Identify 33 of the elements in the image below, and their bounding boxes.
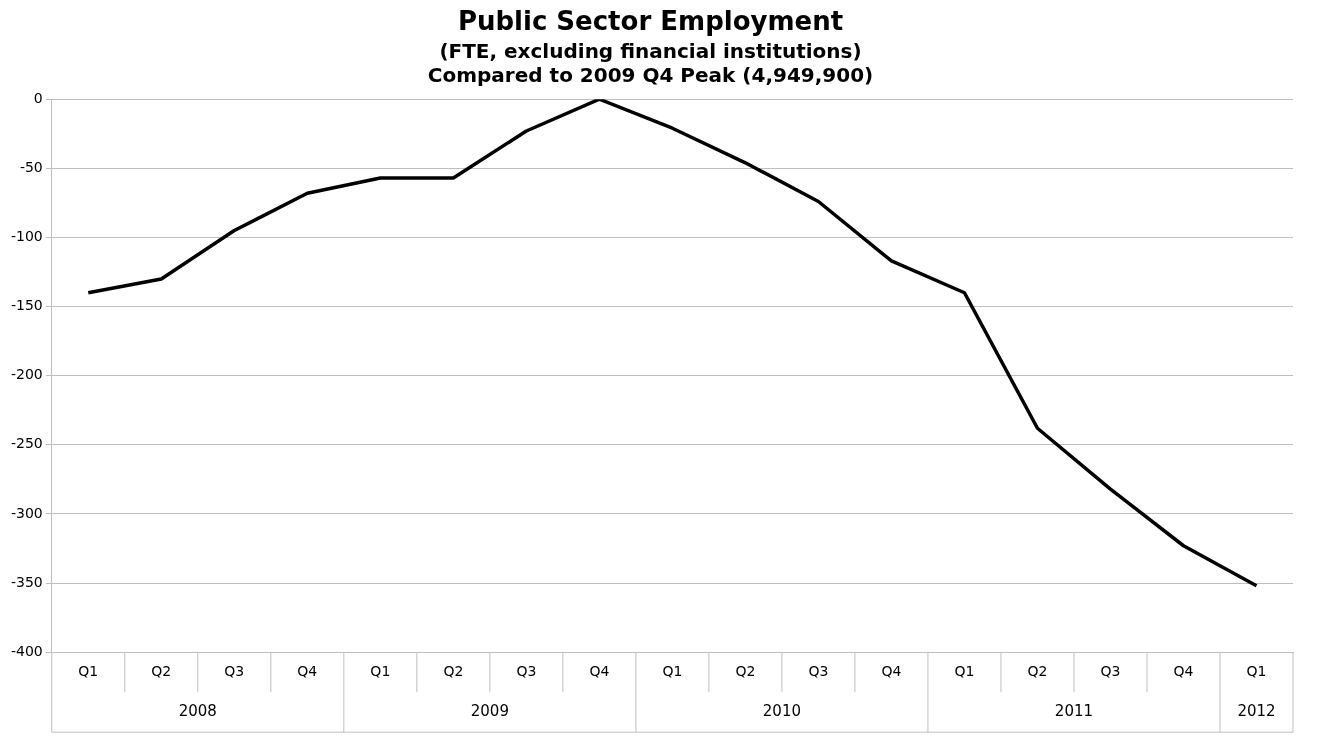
y-tick-label: -50 (19, 158, 43, 175)
x-tick-label: Q1 (78, 663, 99, 680)
x-tick-label: Q1 (954, 663, 975, 680)
x-tick-label: Q1 (1246, 663, 1267, 680)
x-tick-label: Q2 (443, 663, 464, 680)
x-tick-label: Q3 (808, 663, 829, 680)
x-tick-label: Q1 (662, 663, 683, 680)
x-tick-label: Q3 (516, 663, 537, 680)
x-tick-label: Q4 (589, 663, 610, 680)
x-tick-label: Q4 (881, 663, 902, 680)
x-tick-label: Q4 (1173, 663, 1194, 680)
x-tick-label: Q2 (735, 663, 756, 680)
y-tick-label: -350 (10, 573, 43, 590)
y-tick-label: 0 (33, 89, 43, 106)
y-tick-label: -200 (10, 366, 43, 383)
y-tick-label: -250 (10, 435, 43, 452)
y-tick-label: -100 (10, 228, 43, 245)
x-tick-label: Q3 (224, 663, 245, 680)
text: 2012 (1237, 702, 1276, 721)
y-tick-label: -300 (10, 504, 43, 521)
chart-subtitle: (FTE, excluding financial institutions) Compared to 2009 Q4 Peak (4,949,900) (427, 39, 874, 88)
y-tick-label: -150 (10, 297, 43, 314)
text: 2011 (1054, 702, 1094, 721)
x-tick-label: Q4 (297, 663, 318, 680)
text: 2010 (762, 702, 801, 721)
text: 2008 (178, 702, 217, 721)
x-tick-label: Q3 (1100, 663, 1121, 680)
chart-title: Public Sector Employment (457, 6, 844, 37)
y-tick-label: -400 (10, 642, 43, 659)
x-tick-label: Q1 (370, 663, 391, 680)
x-tick-label: Q2 (151, 663, 172, 680)
text: 2009 (470, 702, 509, 721)
x-tick-label: Q2 (1027, 663, 1048, 680)
